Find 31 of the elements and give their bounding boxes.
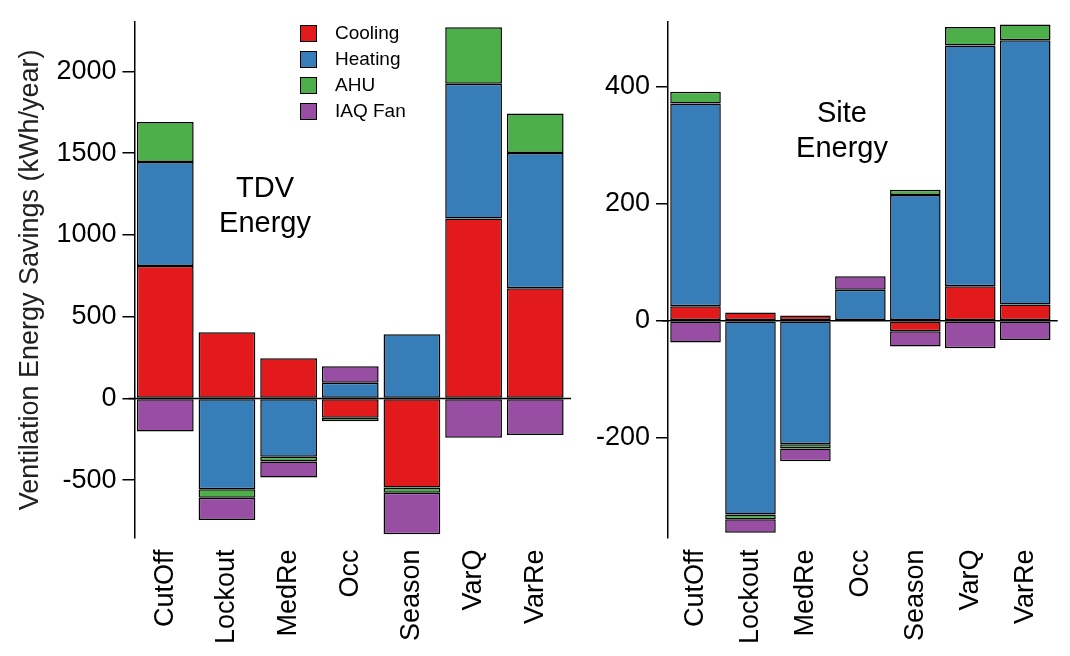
legend-label: AHU — [335, 73, 376, 97]
legend-label: Cooling — [335, 21, 400, 45]
x-tick-label: MedRe — [788, 549, 819, 637]
y-tick-label: 400 — [604, 70, 651, 101]
x-tick-label: VarQ — [953, 549, 984, 611]
annotation: TDV Energy — [218, 170, 312, 240]
y-axis-title: Ventilation Energy Savings (kWh/year) — [13, 49, 44, 511]
y-tick-label: 2000 — [56, 54, 117, 85]
y-tick-label: 500 — [71, 300, 117, 331]
y-tick-label: 1500 — [56, 136, 117, 167]
x-tick-label: CutOff — [148, 548, 179, 627]
x-tick-label: MedRe — [272, 549, 303, 637]
x-tick-label: Season — [898, 549, 929, 642]
x-tick-label: Occ — [333, 549, 364, 598]
x-tick-label: VarQ — [457, 549, 488, 611]
legend-label: IAQ Fan — [335, 99, 406, 123]
x-tick-label: Season — [395, 549, 426, 642]
legend-label: Heating — [335, 47, 401, 71]
x-tick-label: VarRe — [1008, 549, 1039, 624]
annotation: Site Energy — [795, 95, 889, 165]
y-tick-label: -500 — [62, 463, 117, 494]
x-tick-label: CutOff — [678, 548, 709, 627]
y-tick-label: 200 — [604, 187, 651, 218]
y-tick-label: -200 — [595, 421, 651, 452]
y-tick-label: 0 — [101, 381, 117, 412]
x-tick-label: Occ — [843, 549, 874, 598]
y-tick-label: 0 — [635, 304, 651, 335]
y-tick-label: 1000 — [56, 218, 117, 249]
x-tick-label: VarRe — [518, 549, 549, 624]
x-tick-label: Lockout — [210, 548, 241, 645]
x-tick-label: Lockout — [733, 548, 764, 645]
